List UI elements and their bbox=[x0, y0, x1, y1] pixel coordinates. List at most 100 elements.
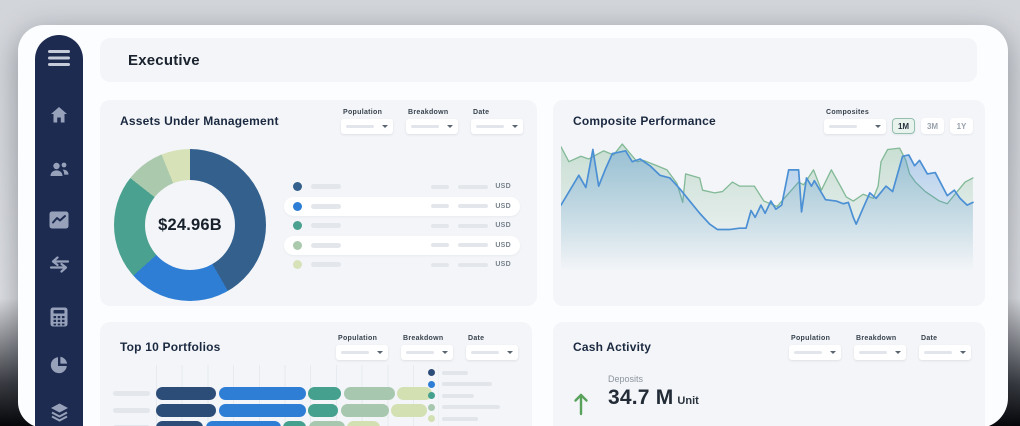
breakdown-select[interactable] bbox=[854, 345, 906, 360]
filter-label: Population bbox=[343, 109, 383, 116]
population-select[interactable] bbox=[341, 119, 393, 134]
legend-label-placeholder bbox=[442, 393, 474, 398]
population-select[interactable] bbox=[336, 345, 388, 360]
legend-label-placeholder bbox=[311, 223, 341, 229]
aum-total-value: $24.96B bbox=[158, 215, 222, 234]
aum-legend: USD USD USD USD USD bbox=[284, 177, 520, 275]
sidebar-item-allocation[interactable] bbox=[35, 355, 83, 375]
chevron-down-icon bbox=[895, 351, 901, 354]
portfolio-legend-item[interactable] bbox=[428, 379, 518, 391]
currency-label: USD bbox=[495, 222, 511, 230]
bar-segment[interactable] bbox=[283, 421, 306, 426]
timeframe-1m-button[interactable]: 1M bbox=[892, 118, 915, 134]
population-select[interactable] bbox=[789, 345, 841, 360]
page-title: Executive bbox=[128, 51, 200, 69]
bar-segment[interactable] bbox=[391, 404, 427, 417]
date-select[interactable] bbox=[919, 345, 971, 360]
sidebar-item-holdings[interactable] bbox=[35, 402, 83, 422]
bar-segment[interactable] bbox=[218, 387, 306, 400]
legend-value-placeholder bbox=[431, 204, 450, 209]
bar-segment[interactable] bbox=[156, 404, 216, 417]
deposits-value: 34.7 M bbox=[608, 386, 674, 409]
legend-value-placeholder bbox=[431, 243, 450, 248]
bar-segment[interactable] bbox=[156, 421, 203, 426]
menu-icon bbox=[48, 49, 70, 67]
currency-label: USD bbox=[495, 261, 511, 269]
filter-label: Composites bbox=[826, 109, 870, 116]
filter-label: Population bbox=[791, 335, 831, 342]
portfolio-legend-item[interactable] bbox=[428, 367, 518, 379]
select-placeholder bbox=[924, 351, 952, 354]
sidebar-item-transactions[interactable] bbox=[35, 256, 83, 273]
breakdown-select[interactable] bbox=[401, 345, 453, 360]
aum-legend-row[interactable]: USD bbox=[284, 235, 520, 255]
composite-area-chart[interactable] bbox=[561, 140, 975, 296]
card-title: Composite Performance bbox=[573, 114, 716, 128]
sidebar-item-clients[interactable] bbox=[35, 159, 83, 179]
sidebar-item-home[interactable] bbox=[35, 105, 83, 125]
sidebar bbox=[35, 35, 83, 426]
select-placeholder bbox=[471, 351, 499, 354]
clients-icon bbox=[49, 159, 70, 179]
bar-segment[interactable] bbox=[205, 421, 281, 426]
chevron-down-icon bbox=[377, 351, 383, 354]
bar-segment[interactable] bbox=[347, 421, 380, 426]
legend-value-placeholder bbox=[431, 262, 450, 267]
performance-icon bbox=[49, 211, 69, 229]
select-placeholder bbox=[794, 351, 822, 354]
aum-donut-chart[interactable]: $24.96B bbox=[114, 149, 266, 301]
select-placeholder bbox=[829, 125, 857, 128]
filter-label: Date bbox=[468, 335, 485, 342]
composites-select[interactable] bbox=[824, 119, 886, 134]
legend-value-placeholder bbox=[458, 184, 489, 189]
aum-legend-row[interactable]: USD bbox=[284, 196, 520, 216]
legend-dot bbox=[428, 380, 435, 388]
bar-segment[interactable] bbox=[308, 404, 338, 417]
sidebar-item-calculator[interactable] bbox=[35, 307, 83, 327]
portfolio-row bbox=[113, 421, 432, 426]
filter-population: Population bbox=[789, 335, 841, 360]
sidebar-item-performance[interactable] bbox=[35, 211, 83, 229]
filter-label: Breakdown bbox=[403, 335, 444, 342]
portfolio-legend-item[interactable] bbox=[428, 402, 518, 414]
select-placeholder bbox=[341, 351, 369, 354]
filter-population: Population bbox=[336, 335, 388, 360]
bar-segment[interactable] bbox=[156, 387, 216, 400]
deposits-unit: Unit bbox=[677, 395, 699, 407]
bar-segment[interactable] bbox=[343, 387, 395, 400]
portfolio-legend-item[interactable] bbox=[428, 390, 518, 402]
allocation-icon bbox=[49, 355, 69, 375]
bar-segment[interactable] bbox=[218, 404, 306, 417]
portfolio-legend-item[interactable] bbox=[428, 413, 518, 425]
home-icon bbox=[49, 105, 69, 125]
legend-label-placeholder bbox=[442, 416, 478, 421]
bar-segment[interactable] bbox=[397, 387, 432, 400]
filter-breakdown: Breakdown bbox=[854, 335, 906, 360]
filter-label: Date bbox=[473, 109, 490, 116]
aum-legend-row[interactable]: USD bbox=[284, 255, 520, 275]
bar-segment[interactable] bbox=[308, 421, 345, 426]
currency-label: USD bbox=[495, 183, 511, 191]
filter-label: Breakdown bbox=[856, 335, 897, 342]
legend-value-placeholder bbox=[431, 184, 450, 189]
aum-legend-row[interactable]: USD bbox=[284, 216, 520, 236]
aum-legend-row[interactable]: USD bbox=[284, 177, 520, 197]
breakdown-select[interactable] bbox=[406, 119, 458, 134]
chevron-down-icon bbox=[960, 351, 966, 354]
chevron-down-icon bbox=[507, 351, 513, 354]
legend-label-placeholder bbox=[442, 382, 492, 387]
timeframe-3m-button[interactable]: 3M bbox=[921, 118, 944, 134]
filter-bar: Population Breakdown Date bbox=[789, 335, 971, 360]
bar-segment[interactable] bbox=[340, 404, 389, 417]
menu-button[interactable] bbox=[35, 49, 83, 67]
row-label-placeholder bbox=[113, 408, 150, 413]
select-placeholder bbox=[476, 125, 504, 128]
timeframe-1y-button[interactable]: 1Y bbox=[950, 118, 973, 134]
bar-segment[interactable] bbox=[308, 387, 341, 400]
filter-breakdown: Breakdown bbox=[406, 109, 458, 134]
legend-label-placeholder bbox=[311, 242, 341, 248]
app-window: Executive Assets Under Management Popula… bbox=[18, 25, 1008, 426]
date-select[interactable] bbox=[466, 345, 518, 360]
date-select[interactable] bbox=[471, 119, 523, 134]
chevron-down-icon bbox=[830, 351, 836, 354]
